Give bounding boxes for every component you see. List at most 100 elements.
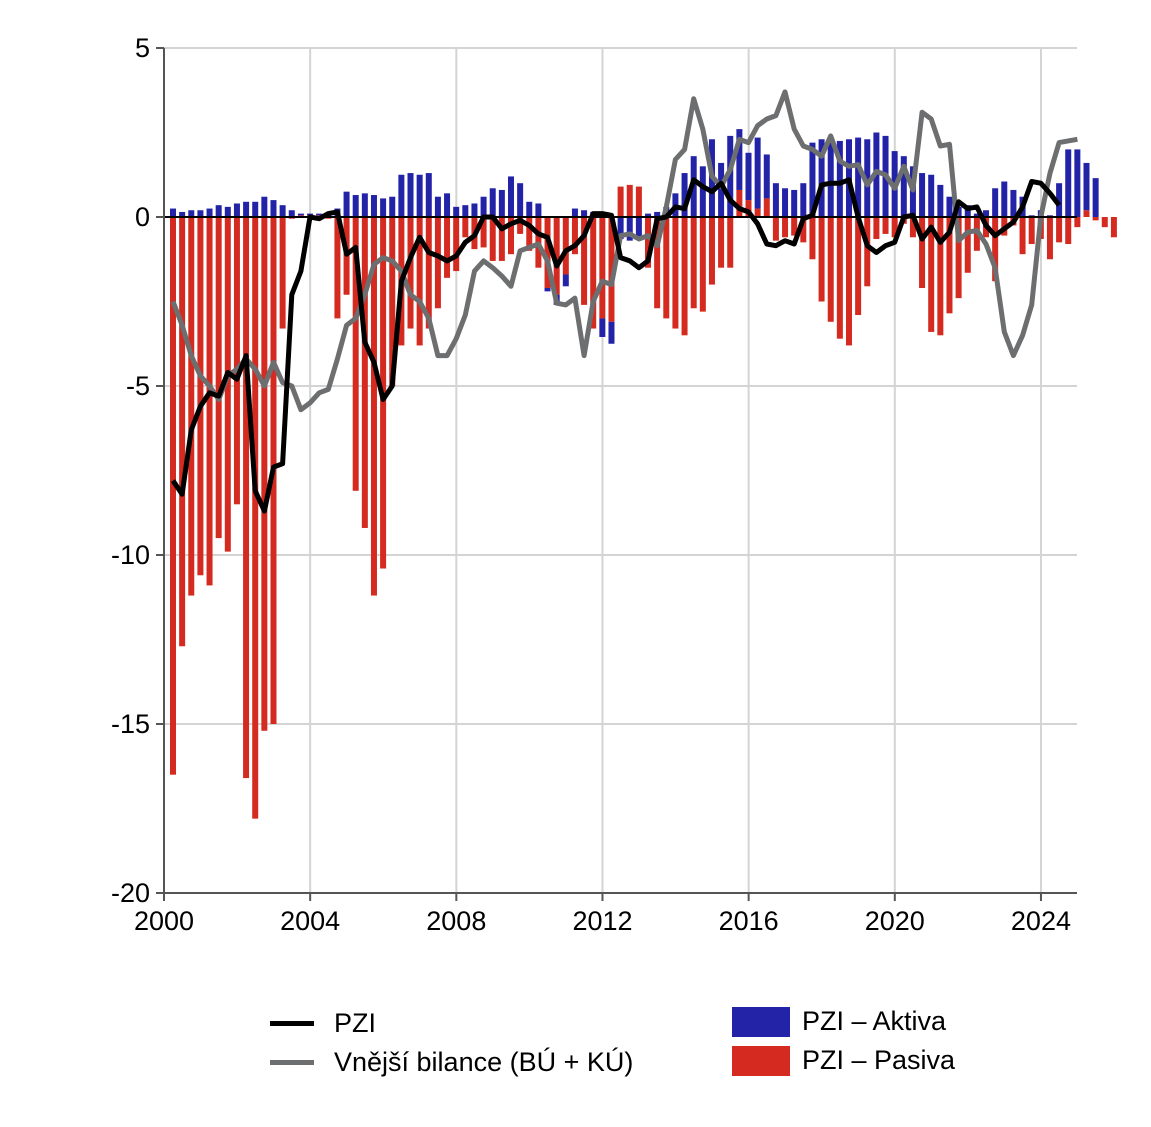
bar-assets: [316, 213, 323, 216]
bar-liabilities: [864, 217, 871, 287]
bar-assets: [608, 321, 615, 344]
bar-assets: [480, 196, 487, 217]
bar-liabilities: [882, 217, 889, 234]
bar-assets: [791, 189, 798, 217]
bar-assets: [955, 206, 962, 217]
bar-assets: [1065, 149, 1072, 217]
bar-liabilities: [608, 217, 615, 322]
bar-assets: [507, 176, 514, 217]
bar-liabilities: [571, 217, 578, 255]
bar-assets: [352, 195, 359, 217]
y-tick-label: -15: [111, 709, 150, 739]
legend-swatch-external-balance: [270, 1060, 314, 1065]
bar-liabilities: [617, 186, 624, 217]
bar-liabilities: [489, 217, 496, 261]
bar-liabilities: [964, 217, 971, 273]
bar-assets: [270, 200, 277, 217]
bar-liabilities: [562, 217, 569, 275]
x-tick-label: 2004: [280, 906, 340, 936]
bar-assets: [645, 213, 652, 217]
bar-liabilities: [635, 186, 642, 217]
y-tick-label: -5: [126, 371, 150, 401]
bar-assets: [343, 191, 350, 217]
bar-liabilities: [370, 217, 377, 596]
bar-assets: [224, 206, 231, 217]
x-tick-label: 2008: [426, 906, 486, 936]
bar-liabilities: [800, 217, 807, 243]
bar-liabilities: [389, 217, 396, 386]
bar-assets: [370, 195, 377, 217]
gridlines: [164, 47, 1077, 893]
bar-assets: [809, 142, 816, 217]
bar-liabilities: [827, 217, 834, 322]
bar-liabilities: [745, 200, 752, 217]
bar-assets: [462, 205, 469, 217]
bar-liabilities: [855, 217, 862, 316]
bar-liabilities: [1028, 217, 1035, 245]
bar-liabilities: [818, 217, 825, 302]
legend-swatch-liabilities: [732, 1045, 790, 1076]
x-tick-label: 2016: [719, 906, 779, 936]
bar-assets: [261, 196, 268, 217]
bar-liabilities: [1092, 217, 1099, 221]
bar-liabilities: [252, 217, 259, 819]
bar-assets: [900, 156, 907, 217]
bar-liabilities: [672, 217, 679, 329]
legend-swatch-pzi: [270, 1021, 314, 1026]
y-tick-label: 5: [135, 33, 150, 63]
bar-assets: [818, 139, 825, 217]
bar-assets: [727, 135, 734, 217]
bar-liabilities: [873, 217, 880, 239]
bar-liabilities: [480, 217, 487, 248]
legend-swatch-assets: [732, 1006, 790, 1037]
bar-assets: [489, 188, 496, 217]
legend-item-pzi: PZI: [270, 1008, 376, 1039]
bar-liabilities: [772, 217, 779, 241]
bar-assets: [654, 211, 661, 217]
legend-item-external-balance: Vnější bilance (BÚ + KÚ): [270, 1047, 633, 1078]
bar-liabilities: [498, 217, 505, 261]
bar-assets: [1074, 149, 1081, 217]
bar-liabilities: [1065, 217, 1072, 245]
x-tick-labels: 2000 2004 2008 2012 2016 2020 2024: [134, 906, 1071, 936]
bar-liabilities: [727, 217, 734, 268]
bar-assets: [782, 188, 789, 217]
bar-assets: [389, 196, 396, 217]
bar-assets: [1056, 183, 1063, 217]
y-tick-label: -20: [111, 878, 150, 908]
bar-liabilities: [736, 189, 743, 217]
bar-assets: [1010, 189, 1017, 217]
bar-assets: [1092, 178, 1099, 217]
legend-label-pzi: PZI: [334, 1008, 377, 1038]
bar-assets: [772, 183, 779, 217]
bar-liabilities: [1110, 217, 1117, 238]
bar-assets: [1083, 162, 1090, 211]
bar-assets: [444, 193, 451, 217]
legend-item-liabilities: PZI – Pasiva: [732, 1045, 955, 1076]
bar-assets: [453, 206, 460, 217]
bar-assets: [215, 205, 222, 217]
bar-liabilities: [1083, 210, 1090, 217]
legend-item-assets: PZI – Aktiva: [732, 1006, 946, 1037]
bar-liabilities: [937, 217, 944, 336]
bar-liabilities: [845, 217, 852, 346]
bar-assets: [170, 208, 176, 217]
bar-assets: [754, 137, 761, 209]
bar-liabilities: [955, 217, 962, 299]
bar-assets: [243, 201, 250, 217]
bar-assets: [581, 210, 588, 217]
bar-liabilities: [462, 217, 469, 238]
bar-assets: [626, 217, 633, 241]
bar-liabilities: [782, 217, 789, 238]
bar-liabilities: [681, 217, 688, 336]
bar-liabilities: [699, 217, 706, 312]
bar-assets: [827, 137, 834, 217]
bar-liabilities: [654, 217, 661, 309]
y-tick-label: 0: [135, 202, 150, 232]
bar-assets: [288, 210, 295, 217]
legend-label-external-balance: Vnější bilance (BÚ + KÚ): [334, 1047, 634, 1077]
bar-liabilities: [224, 217, 231, 552]
y-tick-label: -10: [111, 540, 150, 570]
bar-liabilities: [517, 217, 524, 234]
bar-liabilities: [1074, 217, 1081, 228]
